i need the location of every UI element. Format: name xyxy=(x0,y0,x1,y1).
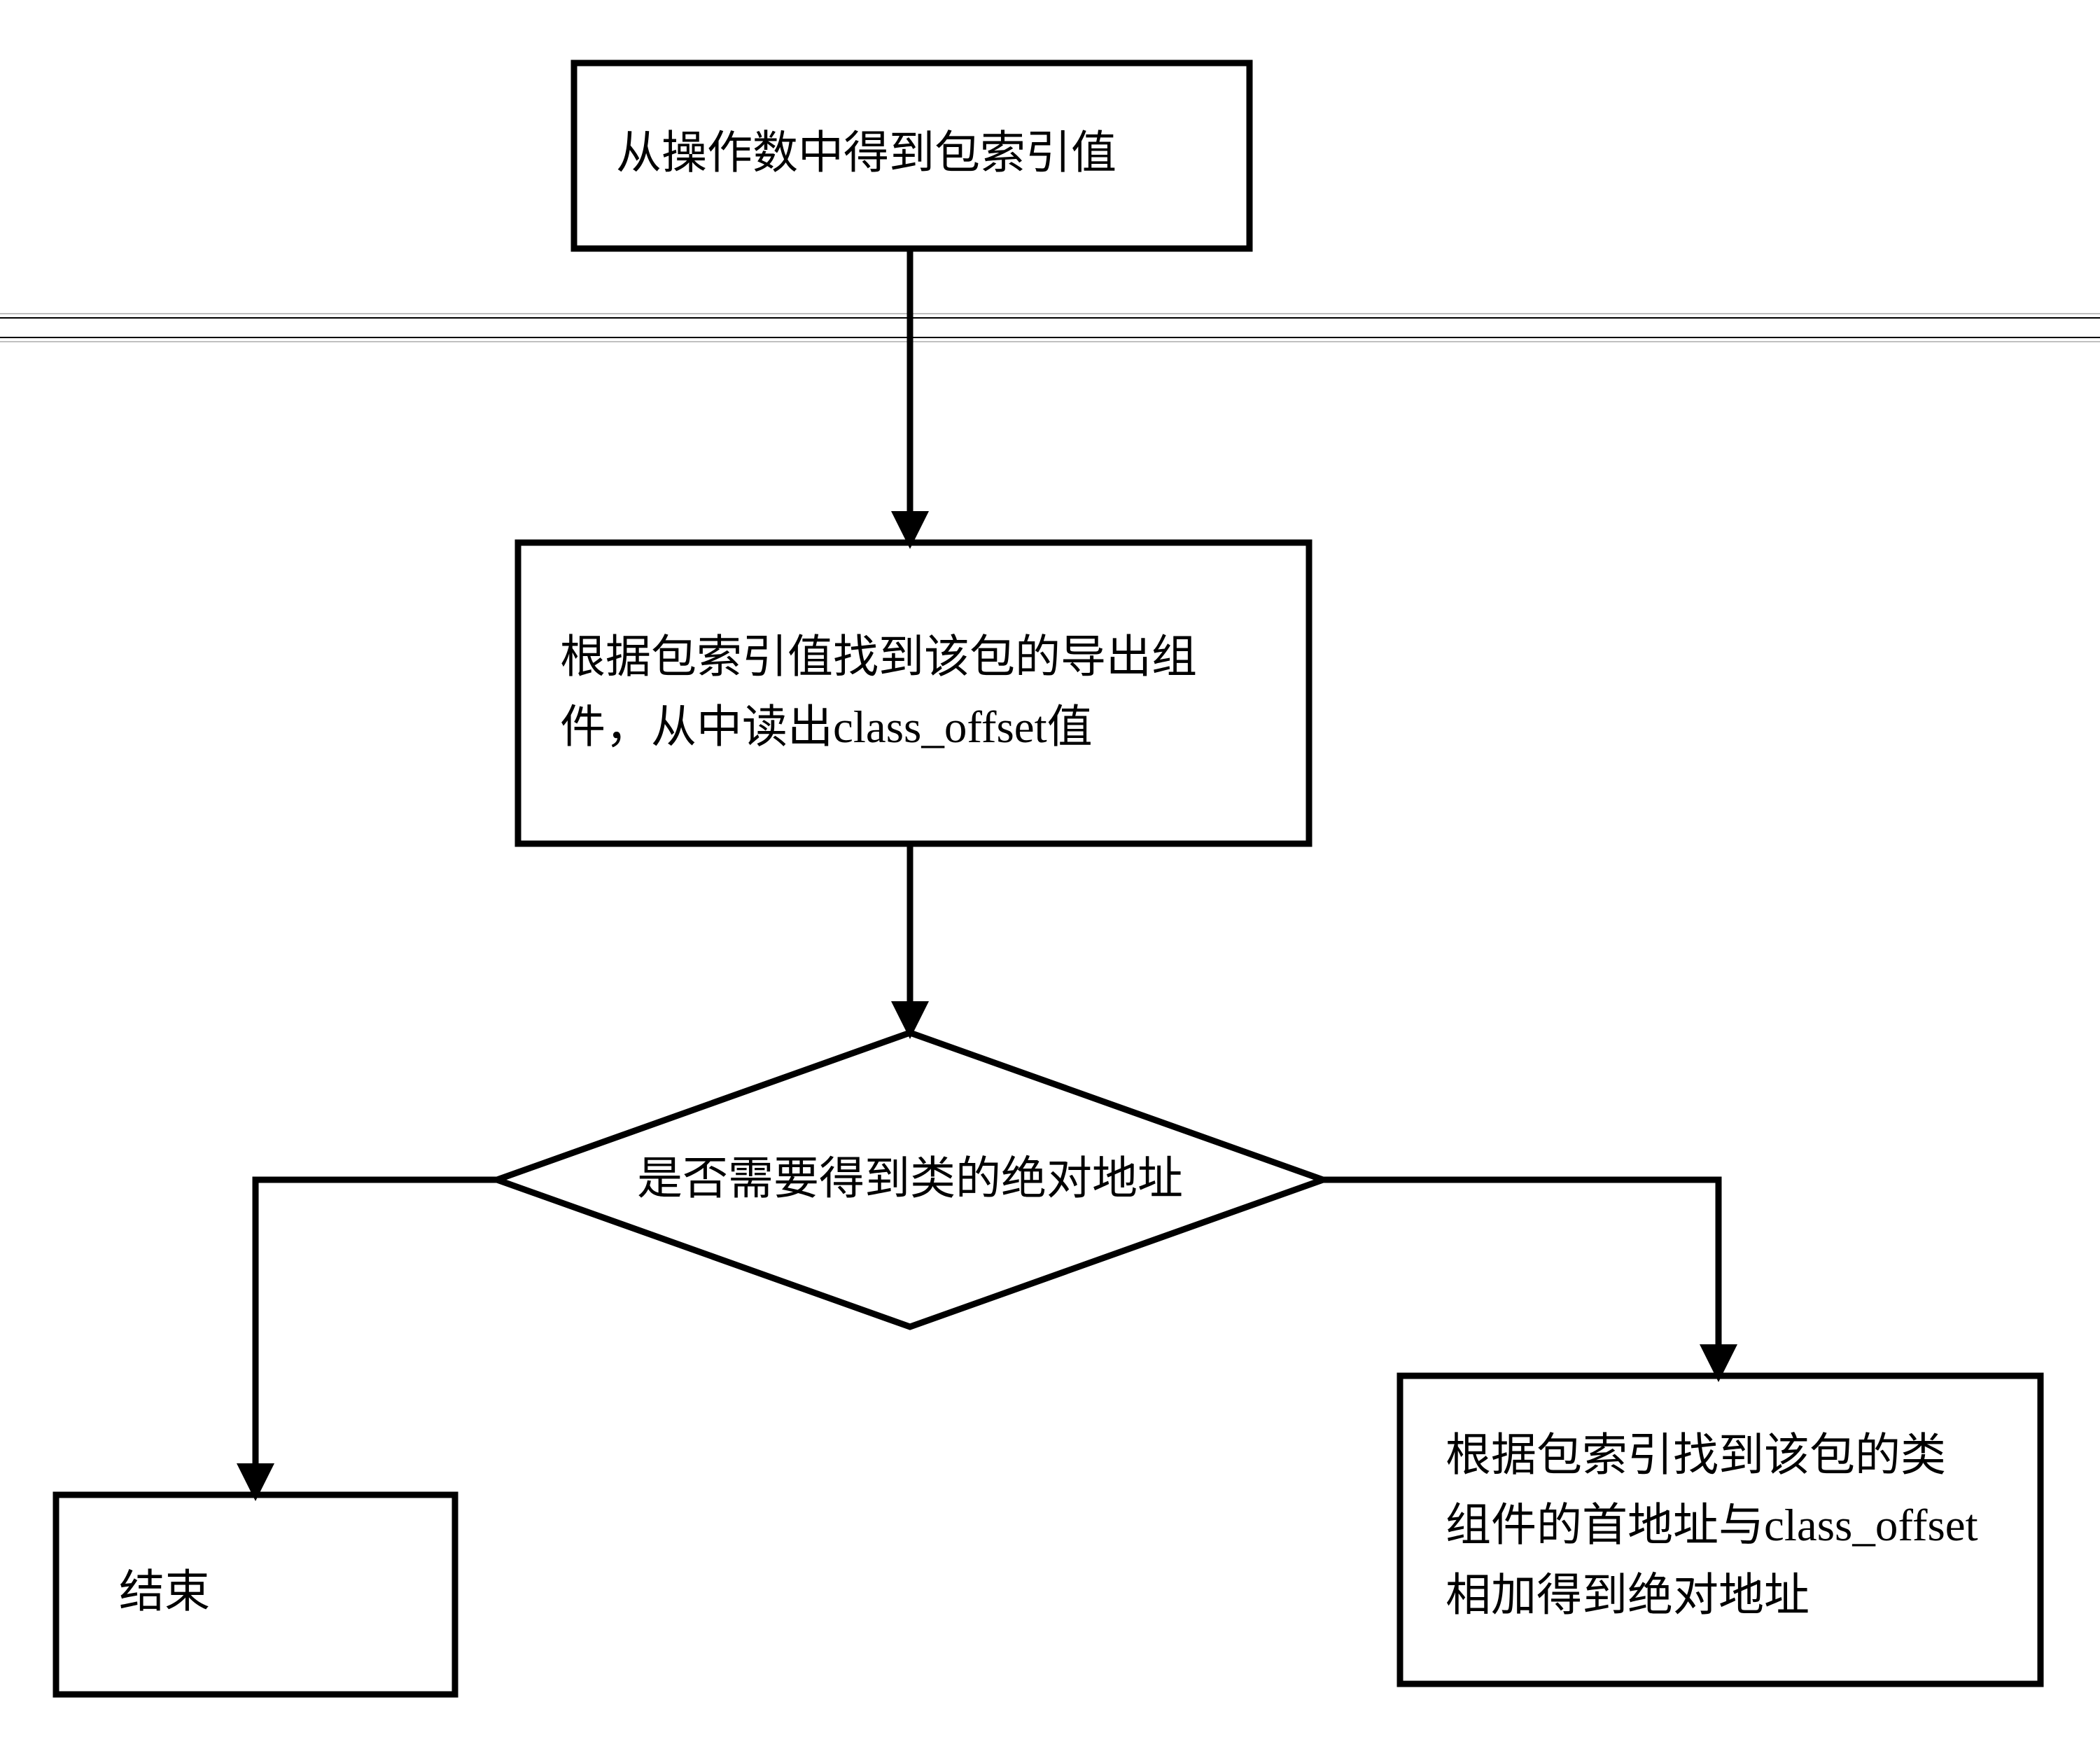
node-n5-text-1: 组件的首地址与class_offset xyxy=(1446,1500,1978,1551)
node-n5: 根据包索引找到该包的类组件的首地址与class_offset 相加得到绝对地址 xyxy=(1400,1376,2040,1684)
node-n1: 从操作数中得到包索引值 xyxy=(574,63,1250,249)
node-n4: 结束 xyxy=(56,1495,455,1694)
node-n3: 是否需要得到类的绝对地址 xyxy=(497,1033,1323,1327)
node-n4-text-0: 结束 xyxy=(119,1567,210,1617)
node-n3-text-0: 是否需要得到类的绝对地址 xyxy=(637,1154,1183,1204)
node-n5-text-0: 根据包索引找到该包的类 xyxy=(1446,1430,1946,1481)
node-n2: 根据包索引值找到该包的导出组件，从中读出class_offset值 xyxy=(518,543,1309,844)
node-n1-text-0: 从操作数中得到包索引值 xyxy=(616,128,1116,179)
node-n5-text-2: 相加得到绝对地址 xyxy=(1446,1570,1809,1621)
edge-n3-n5 xyxy=(1323,1180,1718,1376)
node-n2-text-1: 件，从中读出class_offset值 xyxy=(560,702,1093,753)
edge-n3-n4 xyxy=(255,1180,497,1495)
node-n2-text-0: 根据包索引值找到该包的导出组 xyxy=(560,632,1197,683)
